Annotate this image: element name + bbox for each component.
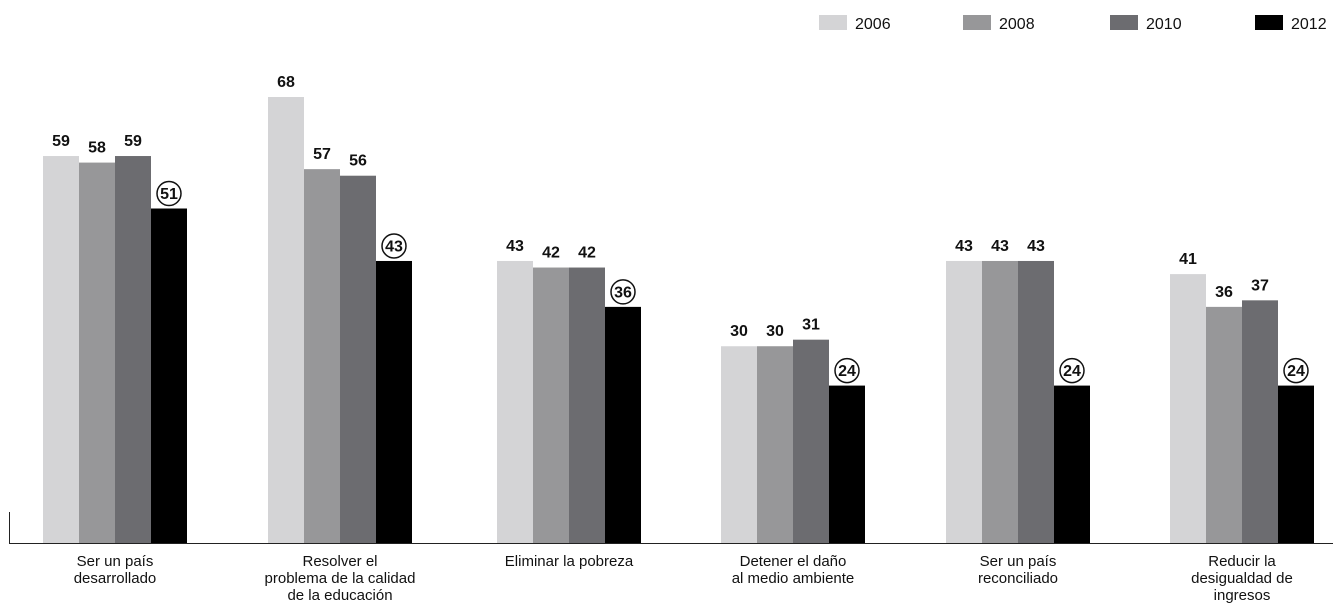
bar-2006-cat4	[721, 346, 757, 543]
legend-label: 2008	[999, 16, 1035, 33]
value-label: 43	[385, 238, 403, 255]
category-label: Detener el daño	[740, 553, 847, 570]
legend-label: 2010	[1146, 16, 1182, 33]
bar-2010-cat6	[1242, 300, 1278, 543]
category-label: de la educación	[287, 587, 392, 604]
value-label: 30	[730, 323, 748, 340]
value-label-circle	[1059, 357, 1085, 384]
bar-2012-cat4	[829, 385, 865, 543]
value-label-circle	[834, 357, 860, 384]
value-label: 57	[313, 146, 331, 163]
bar-2010-cat5	[1018, 260, 1054, 543]
value-label: 58	[88, 140, 106, 157]
bar-2012-cat1	[151, 208, 187, 543]
value-label: 43	[991, 238, 1009, 255]
value-label: 24	[1063, 363, 1081, 380]
bar-2008-cat1	[79, 162, 115, 543]
value-label: 36	[614, 284, 632, 301]
category-label: al medio ambiente	[732, 570, 855, 587]
category-label: Resolver el	[302, 553, 377, 570]
value-label: 24	[838, 363, 856, 380]
value-label-circle	[381, 233, 407, 259]
category-label: Ser un país	[77, 553, 154, 570]
bar-2008-cat3	[533, 267, 569, 543]
legend: 2006 2008 2010 2012	[819, 15, 1327, 33]
bar-2012-cat2	[376, 260, 412, 543]
value-labels: 59 58 59 51 68 57 56 43 43 42 42 36 30 30 31 24 43 43 43 24…	[52, 74, 1309, 384]
legend-swatch-2010	[1110, 15, 1138, 30]
category-label: Ser un país	[980, 553, 1057, 570]
value-label: 31	[802, 317, 820, 334]
bar-2008-cat2	[304, 169, 340, 543]
bar-2008-cat5	[982, 260, 1018, 543]
value-label-circle	[156, 180, 182, 207]
bar-2010-cat2	[340, 175, 376, 544]
category-label: problema de la calidad	[265, 570, 416, 587]
legend-swatch-2012	[1255, 15, 1283, 30]
value-label: 41	[1179, 251, 1197, 268]
value-label: 56	[349, 153, 367, 170]
value-label: 51	[160, 186, 178, 203]
value-label-circle	[1283, 357, 1309, 384]
category-label: desarrollado	[74, 570, 157, 587]
bar-2008-cat4	[757, 346, 793, 543]
value-label: 36	[1215, 284, 1233, 301]
legend-swatch-2008	[963, 15, 991, 30]
value-label: 24	[1287, 363, 1305, 380]
bar-2006-cat2	[268, 97, 304, 543]
value-label: 42	[578, 245, 596, 262]
legend-swatch-2006	[819, 15, 847, 30]
value-label: 42	[542, 245, 560, 262]
value-label: 68	[277, 74, 295, 91]
legend-label: 2012	[1291, 16, 1327, 33]
category-label: Reducir la	[1208, 553, 1276, 570]
bar-2012-cat6	[1278, 385, 1314, 543]
value-label: 43	[955, 238, 973, 255]
bar-2012-cat5	[1054, 385, 1090, 543]
bar-2008-cat6	[1206, 306, 1242, 543]
bar-2010-cat1	[115, 156, 151, 543]
category-label: desigualdad de	[1191, 570, 1293, 587]
bar-2010-cat3	[569, 267, 605, 543]
value-label-circle	[610, 279, 636, 305]
legend-label: 2006	[855, 16, 891, 33]
bar-2010-cat4	[793, 339, 829, 543]
category-label: Eliminar la pobreza	[505, 553, 634, 570]
value-label: 43	[1027, 238, 1045, 255]
bar-2006-cat5	[946, 260, 982, 543]
value-label: 37	[1251, 277, 1269, 294]
bars	[43, 97, 1314, 544]
bar-2012-cat3	[605, 306, 641, 543]
value-label: 43	[506, 238, 524, 255]
bar-2006-cat3	[497, 260, 533, 543]
value-label: 59	[52, 133, 70, 150]
bar-2006-cat6	[1170, 274, 1206, 543]
bar-2006-cat1	[43, 156, 79, 543]
value-label: 30	[766, 323, 784, 340]
category-label: reconciliado	[978, 570, 1058, 587]
category-label: ingresos	[1214, 587, 1271, 604]
value-label: 59	[124, 133, 142, 150]
